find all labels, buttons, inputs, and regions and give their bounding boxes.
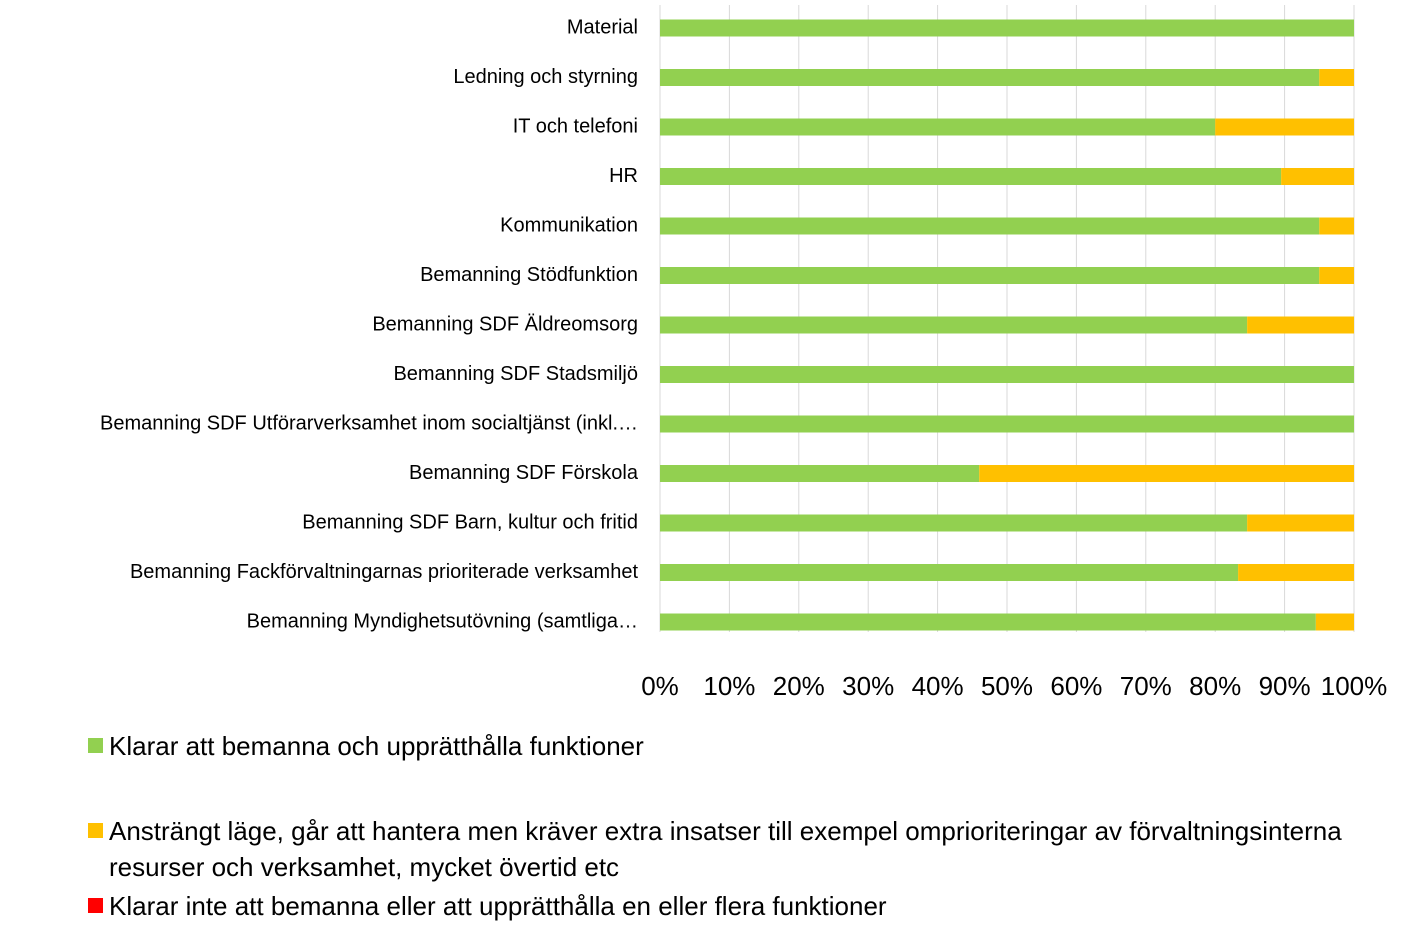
legend-entry: Klarar inte att bemanna eller att upprät… (88, 888, 1388, 924)
legend-entry: Ansträngt läge, går att hantera men kräv… (88, 813, 1388, 885)
legend-label: Ansträngt läge, går att hantera men kräv… (109, 816, 1342, 882)
legend-swatch (88, 898, 103, 913)
bar-segment (1238, 564, 1354, 581)
x-tick-label: 0% (641, 671, 679, 701)
bar-segment (1319, 267, 1354, 284)
bar-segment (660, 415, 1354, 433)
y-tick-label: IT och telefoni (513, 115, 638, 137)
x-tick-label: 80% (1189, 671, 1241, 701)
legend-label: Klarar inte att bemanna eller att upprät… (109, 891, 887, 921)
bar-segment (660, 514, 1248, 532)
bar-segment (1247, 514, 1354, 532)
bar-segment (660, 465, 980, 482)
bar-segment (1319, 217, 1354, 235)
bar-segment (660, 217, 1320, 235)
x-tick-label: 40% (912, 671, 964, 701)
y-tick-label: Bemanning Fackförvaltningarnas prioriter… (130, 561, 638, 583)
y-tick-label: Bemanning Myndighetsutövning (samtliga… (247, 610, 638, 632)
y-tick-label: Bemanning SDF Förskola (409, 462, 639, 484)
bar-segment (660, 19, 1354, 37)
x-tick-label: 50% (981, 671, 1033, 701)
x-tick-label: 10% (703, 671, 755, 701)
y-tick-label: Bemanning Stödfunktion (420, 264, 638, 286)
bar-segment (660, 366, 1354, 383)
bar-segment (1215, 118, 1354, 136)
x-tick-label: 100% (1321, 671, 1388, 701)
y-tick-label: Ledning och styrning (453, 66, 638, 88)
bar-segment (979, 465, 1354, 482)
bar-segment (1281, 168, 1354, 185)
legend-label: Klarar att bemanna och upprätthålla funk… (109, 731, 644, 761)
x-tick-label: 60% (1050, 671, 1102, 701)
bar-segment (660, 118, 1216, 136)
legend-swatch (88, 738, 103, 753)
y-tick-label: Bemanning SDF Äldreomsorg (372, 313, 638, 335)
y-tick-label: Bemanning SDF Utförarverksamhet inom soc… (100, 412, 638, 434)
bar-segment (660, 168, 1282, 185)
y-tick-label: Bemanning SDF Stadsmiljö (393, 363, 638, 385)
y-tick-label: HR (609, 165, 638, 187)
y-tick-label: Kommunikation (500, 214, 638, 236)
bar-segment (660, 267, 1320, 284)
legend-swatch (88, 823, 103, 838)
bar-segment (1315, 613, 1354, 631)
bar-segment (1319, 69, 1354, 86)
y-tick-label: Material (567, 16, 638, 38)
x-tick-label: 20% (773, 671, 825, 701)
bar-segment (660, 564, 1239, 581)
bar-segment (660, 316, 1248, 334)
x-tick-label: 70% (1120, 671, 1172, 701)
bar-segment (660, 69, 1320, 86)
legend-entry: Klarar att bemanna och upprätthålla funk… (88, 728, 1388, 764)
x-tick-label: 90% (1259, 671, 1311, 701)
bar-segment (660, 613, 1316, 631)
x-tick-label: 30% (842, 671, 894, 701)
bar-segment (1247, 316, 1354, 334)
y-tick-label: Bemanning SDF Barn, kultur och fritid (302, 511, 638, 533)
